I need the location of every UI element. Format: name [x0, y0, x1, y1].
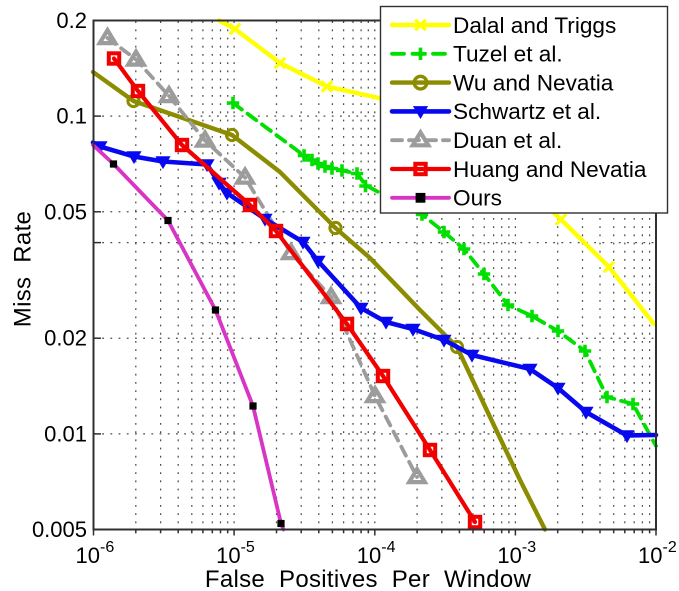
svg-text:Duan et al.: Duan et al. — [453, 128, 562, 153]
svg-text:Dalal and Triggs: Dalal and Triggs — [453, 13, 616, 38]
svg-text:Miss Rate: Miss Rate — [10, 211, 37, 327]
svg-text:0.1: 0.1 — [56, 104, 87, 129]
svg-text:0.05: 0.05 — [44, 199, 87, 224]
svg-text:Huang and Nevatia: Huang and Nevatia — [453, 157, 647, 182]
svg-text:Schwartz et al.: Schwartz et al. — [453, 99, 601, 124]
svg-text:0.2: 0.2 — [56, 8, 87, 33]
svg-text:Tuzel et al.: Tuzel et al. — [453, 42, 563, 67]
svg-text:10-5: 10-5 — [216, 539, 255, 568]
svg-text:10-3: 10-3 — [497, 539, 536, 568]
svg-text:Wu and Nevatia: Wu and Nevatia — [453, 70, 614, 95]
svg-text:0.02: 0.02 — [44, 326, 87, 351]
svg-text:10-6: 10-6 — [76, 539, 115, 568]
svg-text:0.01: 0.01 — [44, 421, 87, 446]
svg-text:Ours: Ours — [453, 186, 502, 211]
svg-text:False Positives Per Window: False Positives Per Window — [205, 566, 532, 591]
svg-text:0.005: 0.005 — [32, 517, 87, 542]
